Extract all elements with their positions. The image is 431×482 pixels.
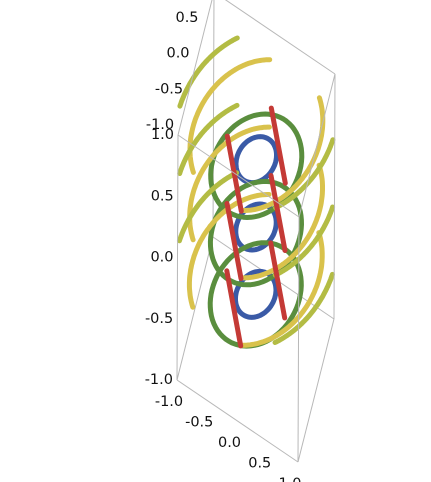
- streamline-16: [272, 204, 336, 278]
- box-edge: [297, 318, 335, 463]
- streamline-18: [268, 105, 288, 186]
- streamline-3: [208, 111, 305, 220]
- streamline-23: [224, 268, 244, 349]
- x-tick-label: -1.0: [155, 394, 183, 410]
- box-edge: [177, 134, 300, 218]
- y-tick-label: -0.5: [155, 81, 183, 97]
- streamline-19: [268, 173, 288, 253]
- streamline-11: [240, 230, 325, 348]
- box-edge: [176, 236, 214, 381]
- box-edge: [177, 0, 213, 136]
- z-tick-label: -0.5: [145, 311, 173, 327]
- x-tick-label: -0.5: [185, 415, 213, 431]
- z-tick-label: -1.0: [145, 372, 173, 388]
- streamline-14: [176, 170, 240, 244]
- x-tick-label: 0.0: [218, 435, 241, 451]
- streamline-10: [240, 162, 325, 281]
- bounding-box-front: [176, 0, 336, 463]
- z-tick-label: 0.0: [150, 250, 173, 266]
- streamline-20: [268, 240, 288, 321]
- y-tick-label: 0.0: [166, 46, 189, 62]
- streamline-22: [224, 200, 244, 281]
- streamline-13: [177, 102, 240, 176]
- streamline-17: [272, 271, 335, 345]
- z-tick-label: 1.0: [151, 127, 174, 143]
- y-tick-label: -1.0: [146, 117, 174, 133]
- streamline-12: [177, 35, 240, 109]
- x-tick-label: 1.0: [278, 476, 301, 482]
- z-tick-label: 0.5: [151, 188, 174, 204]
- box-edge: [176, 134, 179, 381]
- box-edge: [224, 0, 336, 75]
- y-tick-label: 0.5: [175, 10, 198, 26]
- box-edge: [176, 379, 299, 463]
- box-edge: [333, 73, 336, 320]
- x-tick-label: 0.5: [248, 456, 271, 472]
- tick-labels: -1.0-0.50.00.51.0-1.0-0.50.00.51.0-1.0-0…: [145, 10, 302, 482]
- streamlines: [176, 35, 336, 349]
- streamline-8: [186, 192, 272, 310]
- box-edge: [297, 216, 300, 463]
- streamline-15: [273, 137, 336, 211]
- box-edge: [298, 73, 336, 218]
